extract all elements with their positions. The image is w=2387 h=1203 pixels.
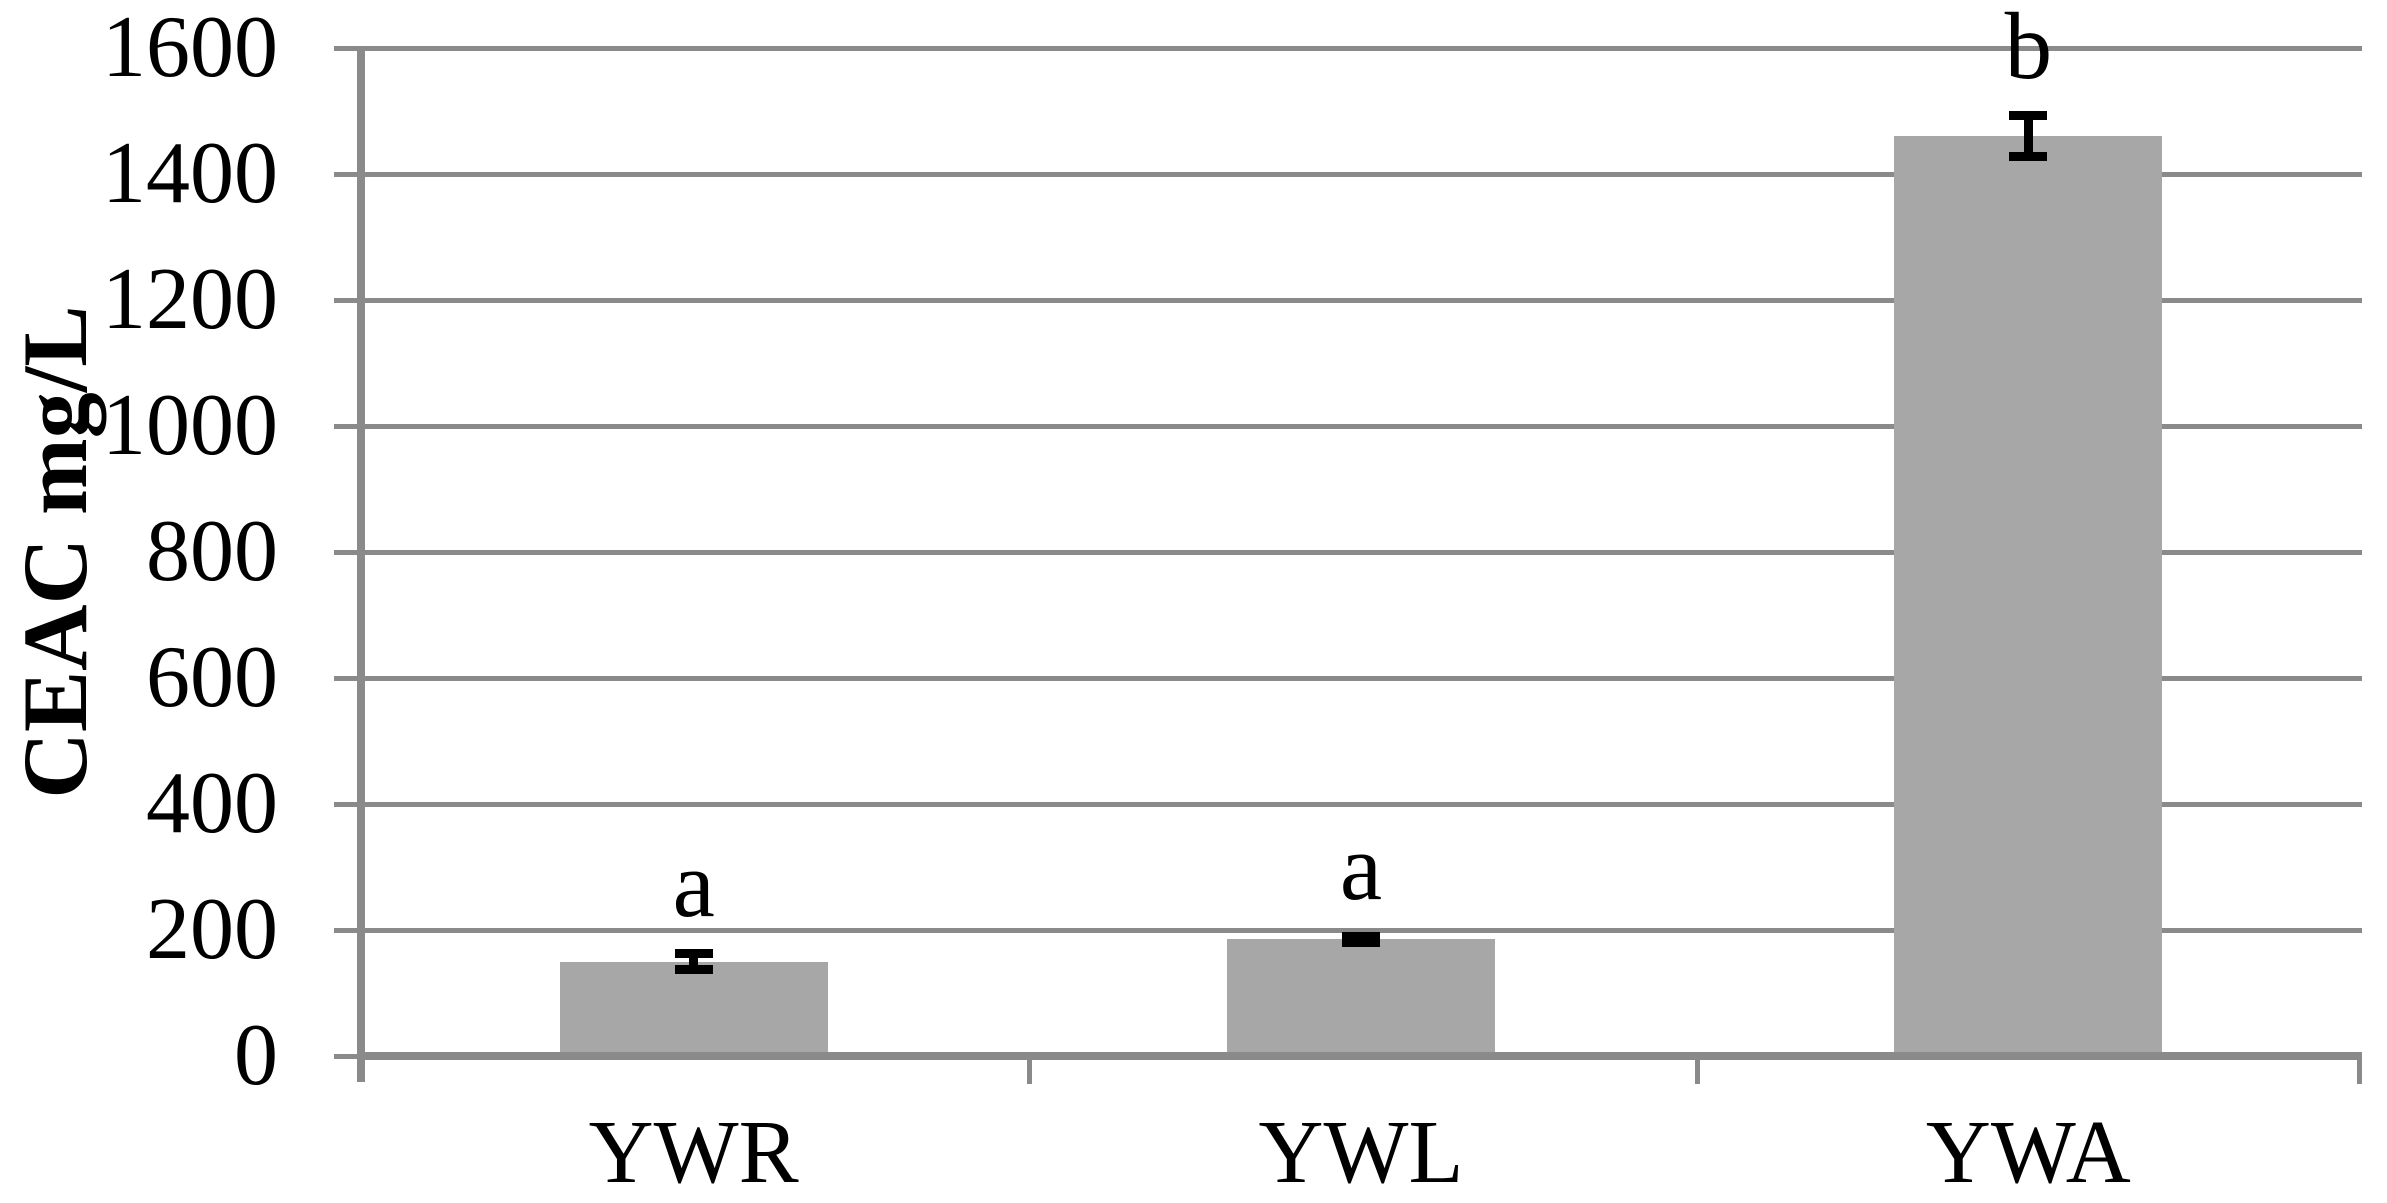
y-tick-label: 1000 <box>102 377 278 474</box>
error-bar-top-cap <box>1342 931 1380 941</box>
x-axis-tick <box>1694 1056 1700 1084</box>
gridline <box>360 550 2362 555</box>
gridline <box>360 424 2362 429</box>
x-category-label: YWR <box>588 1103 799 1202</box>
y-axis-tick <box>334 1054 360 1059</box>
error-bar-bottom-cap <box>674 965 713 975</box>
error-bar-top-cap <box>674 948 713 958</box>
y-tick-label: 800 <box>146 503 278 600</box>
significance-letter: a <box>672 830 715 937</box>
x-category-label: YWL <box>1258 1103 1464 1202</box>
error-bar-bottom-cap <box>1342 938 1380 947</box>
y-tick-label: 600 <box>146 629 278 726</box>
gridline <box>360 46 2362 51</box>
x-category-label: YWA <box>1925 1103 2131 1202</box>
bar <box>559 961 828 1056</box>
significance-letter: a <box>1339 813 1383 920</box>
error-bar-top-cap <box>2009 111 2048 120</box>
x-axis-line <box>357 1052 2362 1060</box>
gridline <box>360 298 2362 303</box>
gridline <box>360 676 2362 681</box>
y-tick-label: 200 <box>146 881 278 978</box>
y-axis-tick <box>334 298 360 303</box>
y-axis-line <box>357 46 365 1082</box>
gridline <box>360 172 2362 177</box>
y-tick-label: 1400 <box>102 125 278 222</box>
x-axis-tick <box>2357 1056 2362 1084</box>
bar <box>1894 136 2163 1056</box>
gridline <box>360 928 2362 933</box>
y-tick-label: 0 <box>234 1007 278 1104</box>
y-tick-label: 1600 <box>102 0 278 96</box>
y-tick-label: 1200 <box>102 251 278 348</box>
y-tick-label: 400 <box>146 755 278 852</box>
significance-letter: b <box>2004 0 2053 99</box>
error-bar-stem <box>2023 111 2033 162</box>
gridline <box>360 802 2362 807</box>
bar <box>1227 939 1495 1056</box>
y-axis-tick <box>334 46 360 51</box>
y-axis-tick <box>334 928 360 933</box>
y-axis-tick <box>334 172 360 177</box>
x-axis-tick <box>1027 1056 1033 1084</box>
error-bar-stem <box>689 948 699 975</box>
y-axis-tick <box>334 676 360 681</box>
y-axis-tick <box>334 424 360 429</box>
y-axis-tick <box>334 802 360 807</box>
error-bar-bottom-cap <box>2009 152 2048 162</box>
y-axis-tick <box>334 550 360 555</box>
